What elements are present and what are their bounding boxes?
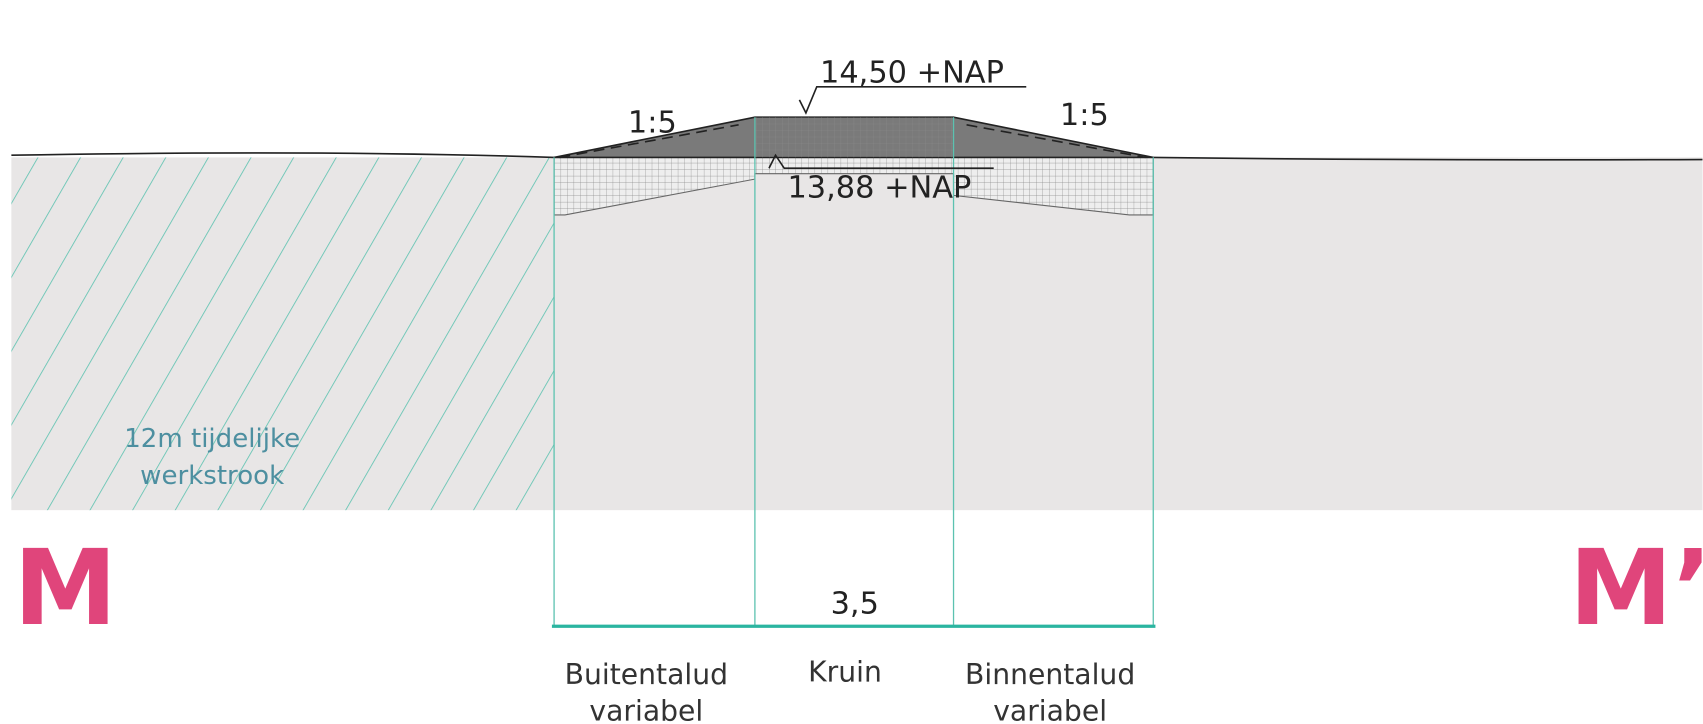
zone-name: Kruin xyxy=(808,656,882,689)
crest-grid xyxy=(754,117,954,158)
width-label: 3,5 xyxy=(831,586,879,621)
section-start: M xyxy=(14,527,118,649)
slope-dash xyxy=(559,124,1146,159)
section-end: M’ xyxy=(1569,527,1703,649)
zone-note: variabel xyxy=(993,695,1107,724)
zone-name: Binnentalud xyxy=(965,658,1135,691)
outer-slope: 1:5 xyxy=(628,105,677,140)
zone-lines xyxy=(553,117,1154,627)
crest-level: 14,50 +NAP xyxy=(820,55,1004,90)
ground-marker xyxy=(768,153,994,170)
crest-marker xyxy=(798,86,1027,115)
zone-name: Buitentalud xyxy=(565,658,728,691)
work-strip-hatch xyxy=(11,157,555,511)
inner-slope: 1:5 xyxy=(1060,98,1109,133)
work-strip-label: 12m tijdelijke xyxy=(124,424,300,454)
work-strip-label: werkstrook xyxy=(140,461,284,491)
zone-note: variabel xyxy=(589,695,703,724)
ground-level: 13,88 +NAP xyxy=(787,171,971,206)
